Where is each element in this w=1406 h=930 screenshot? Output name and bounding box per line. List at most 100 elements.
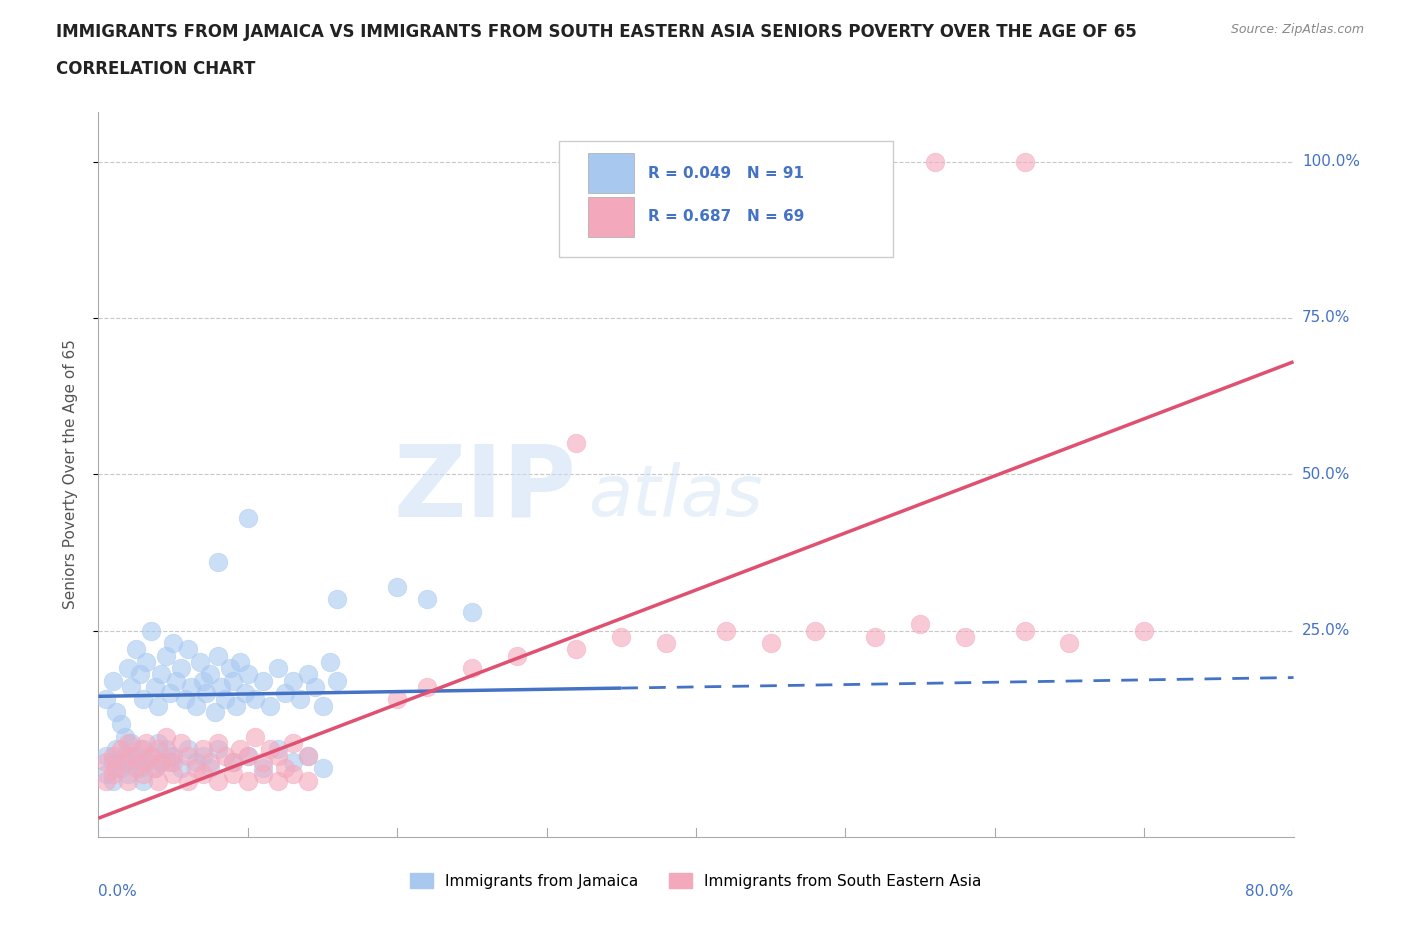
Point (924, 154, 946, 169)
Point (222, 673, 245, 688)
Point (155, 729, 177, 744)
Point (162, 754, 184, 769)
Text: 75.0%: 75.0% (1302, 311, 1350, 325)
Point (165, 673, 187, 688)
Point (120, 749, 142, 764)
Point (143, 761, 166, 776)
Point (236, 773, 259, 788)
Point (103, 773, 125, 788)
Point (184, 754, 207, 769)
Point (120, 680, 142, 695)
Point (274, 685, 297, 700)
Point (229, 655, 252, 670)
Point (281, 767, 304, 782)
Point (804, 623, 827, 638)
Point (150, 754, 173, 769)
Point (953, 630, 976, 644)
Point (184, 761, 207, 776)
Point (195, 685, 218, 700)
Point (139, 749, 162, 764)
Point (143, 680, 166, 695)
FancyBboxPatch shape (558, 140, 893, 257)
Point (103, 767, 125, 782)
Point (219, 660, 242, 675)
Point (150, 754, 173, 769)
Point (267, 773, 290, 788)
Point (117, 767, 139, 782)
Point (233, 685, 256, 700)
Point (94, 749, 117, 764)
Point (267, 749, 290, 764)
Point (155, 648, 177, 663)
Point (184, 698, 207, 713)
Point (169, 736, 191, 751)
Point (148, 736, 170, 751)
Point (177, 642, 200, 657)
Point (143, 761, 166, 776)
Point (135, 754, 157, 769)
Point (132, 742, 155, 757)
Point (1133, 623, 1156, 638)
Point (125, 749, 148, 764)
Point (274, 761, 297, 776)
Point (103, 673, 125, 688)
Point (908, 617, 931, 631)
Point (117, 736, 139, 751)
Point (174, 692, 197, 707)
Point (148, 698, 170, 713)
Point (281, 736, 304, 751)
Point (655, 636, 678, 651)
Point (565, 642, 588, 657)
Point (110, 717, 132, 732)
Point (191, 673, 214, 688)
Point (169, 761, 191, 776)
Text: 80.0%: 80.0% (1246, 884, 1294, 899)
Point (506, 648, 529, 663)
Point (148, 742, 170, 757)
Point (416, 591, 439, 606)
Point (117, 754, 139, 769)
Point (200, 761, 222, 776)
Point (159, 749, 181, 764)
Y-axis label: Seniors Poverty Over the Age of 65: Seniors Poverty Over the Age of 65 (63, 339, 77, 609)
Point (162, 767, 184, 782)
Point (222, 754, 245, 769)
Point (162, 749, 184, 764)
Point (94, 773, 117, 788)
Point (169, 660, 191, 675)
Point (245, 729, 267, 744)
Point (129, 742, 152, 757)
Point (297, 667, 319, 682)
Text: atlas: atlas (589, 461, 763, 530)
Text: R = 0.049   N = 91: R = 0.049 N = 91 (648, 166, 804, 180)
Text: 50.0%: 50.0% (1302, 467, 1350, 482)
Point (114, 754, 136, 769)
Point (1014, 623, 1036, 638)
Point (177, 749, 200, 764)
Point (114, 729, 136, 744)
Point (191, 767, 214, 782)
Point (177, 773, 200, 788)
Point (222, 754, 245, 769)
Point (200, 754, 222, 769)
Point (180, 680, 202, 695)
Point (150, 667, 173, 682)
Point (135, 736, 157, 751)
Point (267, 742, 290, 757)
Point (207, 742, 229, 757)
Point (461, 660, 484, 675)
Point (188, 655, 211, 670)
Text: 0.0%: 0.0% (98, 884, 138, 899)
Point (416, 680, 439, 695)
Text: 100.0%: 100.0% (1302, 154, 1360, 169)
Point (610, 630, 633, 644)
Point (129, 667, 152, 682)
FancyBboxPatch shape (589, 197, 634, 237)
Point (105, 761, 128, 776)
Point (252, 761, 274, 776)
Point (461, 604, 484, 619)
Point (252, 754, 274, 769)
Point (209, 680, 232, 695)
Text: R = 0.687   N = 69: R = 0.687 N = 69 (648, 209, 804, 224)
Point (125, 761, 148, 776)
